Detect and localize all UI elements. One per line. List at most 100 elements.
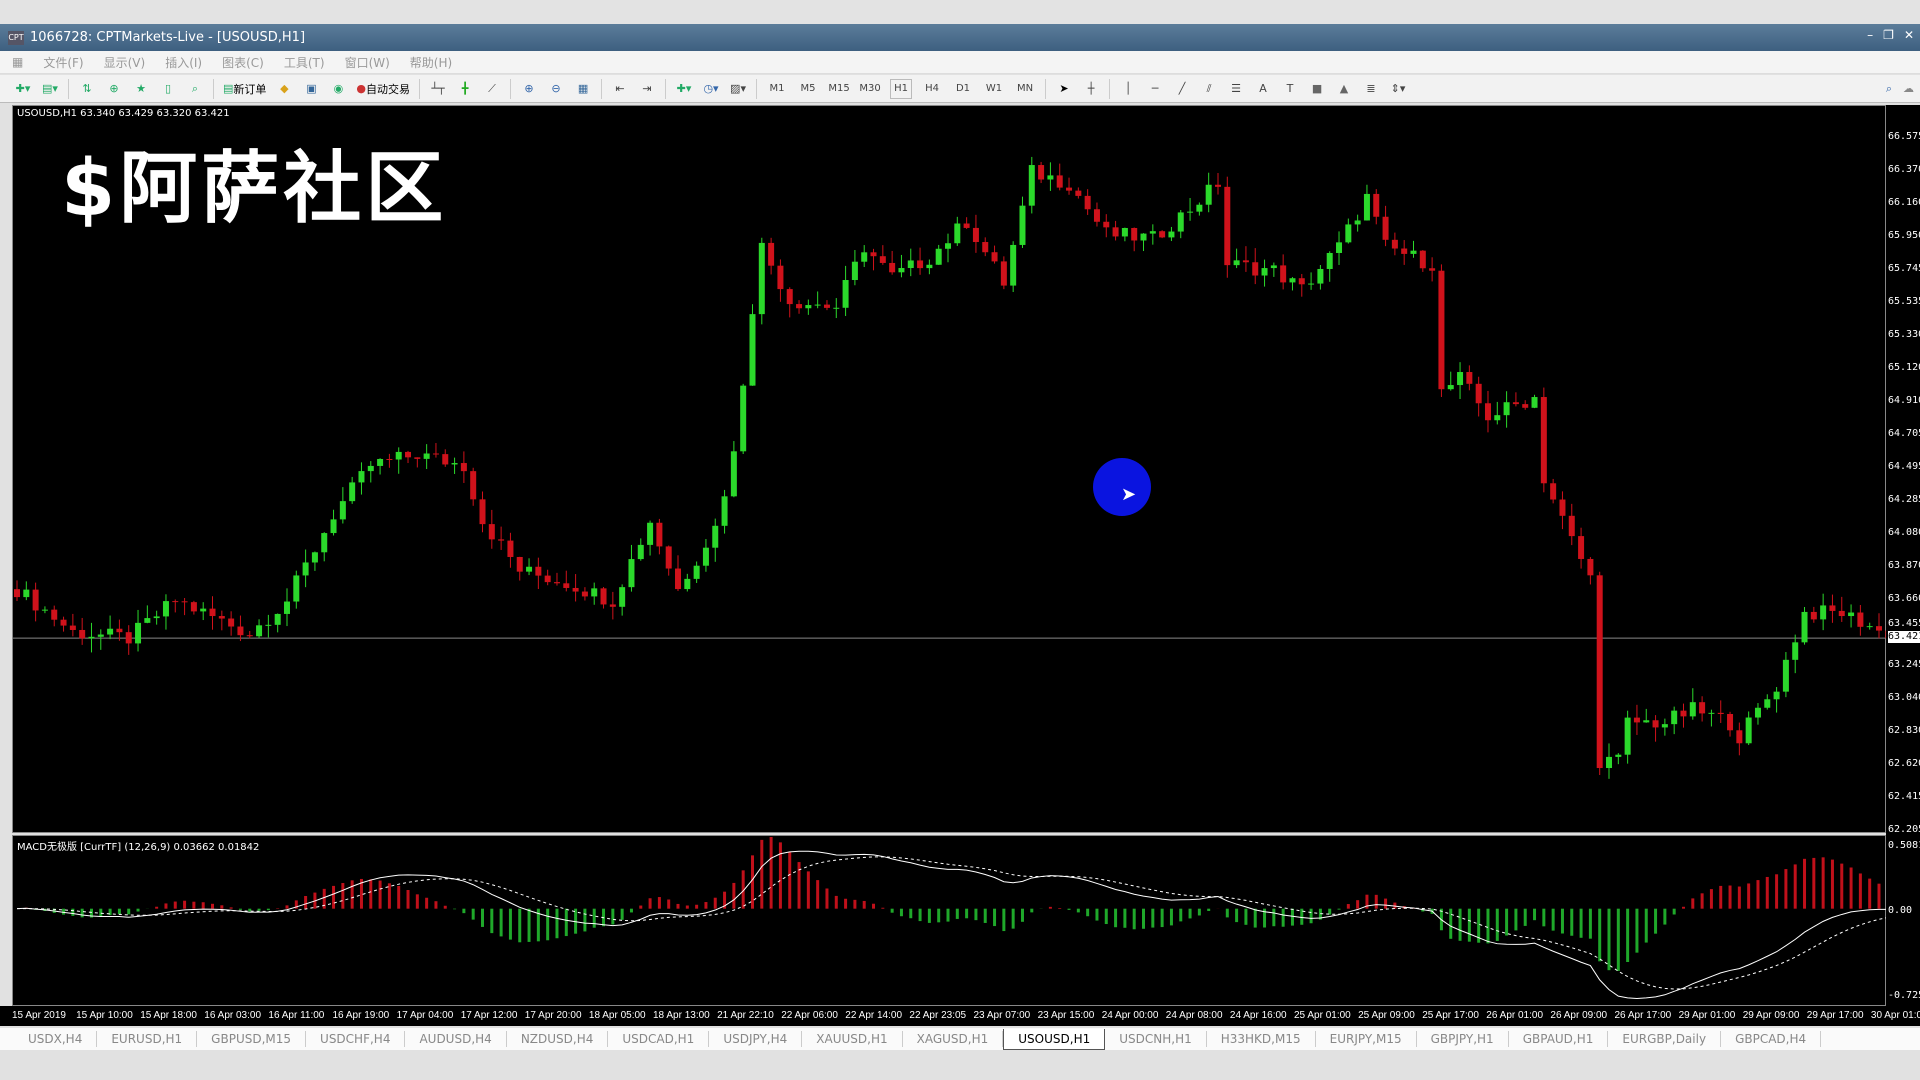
- chart-tab[interactable]: EURGBP,Daily: [1608, 1031, 1722, 1047]
- time-tick-label: 30 Apr 01:00: [1870, 1010, 1920, 1021]
- price-tick-label: 65.950: [1888, 230, 1920, 242]
- arrows-icon[interactable]: ⇕▾: [1390, 82, 1406, 95]
- menu-app-icon[interactable]: ▦: [12, 55, 24, 69]
- chart-tab[interactable]: XAGUSD,H1: [903, 1031, 1004, 1047]
- chart-tab[interactable]: USOUSD,H1: [1003, 1028, 1106, 1050]
- timeframe-h1[interactable]: H1: [890, 78, 913, 99]
- time-tick-label: 26 Apr 01:00: [1486, 1010, 1544, 1021]
- chart-tab[interactable]: USDCAD,H1: [608, 1031, 710, 1047]
- candle-body: [628, 559, 635, 588]
- time-tick-label: 23 Apr 07:00: [973, 1010, 1031, 1021]
- menu-window[interactable]: 窗口(W): [344, 55, 390, 70]
- candle-body: [1131, 227, 1138, 241]
- close-button[interactable]: ✕: [1903, 28, 1914, 42]
- navigator-icon[interactable]: ★: [136, 82, 146, 95]
- zoom-in-icon[interactable]: ⊕: [524, 82, 534, 95]
- candlestick-icon[interactable]: ╋: [461, 82, 469, 95]
- chart-tab[interactable]: USDCNH,H1: [1105, 1031, 1207, 1047]
- metaeditor-icon[interactable]: ◆: [280, 82, 289, 95]
- watermark-logo: $阿萨社区: [61, 144, 448, 234]
- chart-tab[interactable]: USDJPY,H4: [709, 1031, 803, 1047]
- time-tick-label: 29 Apr 01:00: [1678, 1010, 1736, 1021]
- auto-trading-button[interactable]: ● 自动交易: [356, 82, 411, 96]
- timeframe-m30[interactable]: M30: [859, 83, 881, 94]
- price-chart[interactable]: USOUSD,H1 63.340 63.429 63.320 63.421 $阿…: [12, 105, 1887, 833]
- new-order-button[interactable]: ▤ 新订单: [223, 82, 267, 96]
- candle-body: [712, 525, 719, 548]
- chart-tab[interactable]: GBPJPY,H1: [1417, 1031, 1509, 1047]
- chart-shift-icon[interactable]: ⇥: [642, 82, 652, 95]
- text-label-icon[interactable]: T: [1286, 82, 1294, 95]
- market-icon[interactable]: ◉: [333, 82, 344, 95]
- chat-icon[interactable]: ☁: [1903, 82, 1914, 95]
- cursor-arrow-icon: ➤: [1121, 484, 1137, 505]
- chart-tab[interactable]: H33HKD,M15: [1207, 1031, 1316, 1047]
- crosshair-icon[interactable]: ┼: [1087, 82, 1095, 95]
- tile-windows-icon[interactable]: ▦: [577, 82, 589, 95]
- vertical-line-icon[interactable]: │: [1124, 82, 1132, 95]
- separator: [1109, 78, 1111, 99]
- macd-pane[interactable]: MACD无极版 [CurrTF] (12,26,9) 0.03662 0.018…: [12, 835, 1887, 1006]
- candles-layer: [13, 156, 1887, 779]
- candle-body: [935, 248, 942, 265]
- chart-tab[interactable]: USDX,H4: [14, 1031, 98, 1047]
- chart-tab[interactable]: NZDUSD,H4: [507, 1031, 609, 1047]
- chart-tab[interactable]: XAUUSD,H1: [802, 1031, 903, 1047]
- new-chart-icon[interactable]: ✚▾: [15, 82, 31, 95]
- menu-charts[interactable]: 图表(C): [222, 55, 264, 70]
- terminal-icon[interactable]: ▯: [164, 82, 172, 95]
- cursor-icon[interactable]: ➤: [1059, 82, 1069, 95]
- timeframe-mn[interactable]: MN: [1016, 83, 1034, 94]
- time-tick-label: 18 Apr 13:00: [653, 1010, 710, 1021]
- minimize-button[interactable]: –: [1867, 28, 1874, 42]
- candle-body: [1717, 712, 1724, 714]
- chart-tab[interactable]: GBPAUD,H1: [1509, 1031, 1609, 1047]
- fibo-fan-icon[interactable]: ≣: [1366, 82, 1376, 95]
- strategy-tester-icon[interactable]: ⌕: [191, 81, 199, 95]
- timeframe-m15[interactable]: M15: [828, 83, 850, 94]
- candle-body: [181, 601, 188, 603]
- chart-tab[interactable]: USDCHF,H4: [306, 1031, 406, 1047]
- time-tick-label: 23 Apr 15:00: [1037, 1010, 1095, 1021]
- chart-tab[interactable]: AUDUSD,H4: [405, 1031, 507, 1047]
- menu-help[interactable]: 帮助(H): [409, 55, 453, 70]
- candle-body: [1503, 402, 1510, 416]
- candle-body: [1363, 193, 1370, 221]
- menu-file[interactable]: 文件(F): [43, 55, 84, 70]
- timeframe-h4[interactable]: H4: [925, 83, 939, 94]
- fibonacci-icon[interactable]: ☰: [1231, 82, 1241, 95]
- autoscroll-icon[interactable]: ⇤: [615, 82, 625, 95]
- chart-tab[interactable]: EURUSD,H1: [97, 1031, 198, 1047]
- search-icon[interactable]: ⌕: [1885, 81, 1892, 95]
- timeframe-m1[interactable]: M1: [769, 83, 785, 94]
- chart-tab[interactable]: GBPUSD,M15: [197, 1031, 307, 1047]
- triangle-icon[interactable]: ▲: [1339, 82, 1349, 95]
- menu-insert[interactable]: 插入(I): [165, 55, 203, 70]
- chart-tab[interactable]: GBPCAD,H4: [1721, 1031, 1822, 1047]
- data-window-icon[interactable]: ⊕: [109, 82, 119, 95]
- price-tick-label: 63.455: [1888, 618, 1920, 631]
- menu-view[interactable]: 显示(V): [103, 55, 146, 70]
- timeframe-m5[interactable]: M5: [800, 83, 816, 94]
- indicators-icon[interactable]: ✚▾: [676, 82, 692, 95]
- candle-body: [162, 601, 169, 617]
- templates-icon[interactable]: ▨▾: [730, 82, 746, 95]
- timeframe-w1[interactable]: W1: [985, 83, 1003, 94]
- rectangle-icon[interactable]: ■: [1311, 82, 1323, 95]
- line-chart-icon[interactable]: ⟋: [488, 81, 496, 95]
- text-icon[interactable]: A: [1259, 82, 1267, 95]
- signals-icon[interactable]: ▣: [306, 82, 317, 95]
- zoom-out-icon[interactable]: ⊖: [551, 82, 561, 95]
- horizontal-line-icon[interactable]: ─: [1151, 82, 1159, 95]
- trendline-icon[interactable]: ╱: [1178, 82, 1186, 95]
- equidistant-channel-icon[interactable]: ⫽: [1206, 81, 1212, 95]
- time-tick-label: 15 Apr 10:00: [76, 1010, 133, 1021]
- maximize-button[interactable]: ❐: [1883, 28, 1894, 42]
- chart-tab[interactable]: EURJPY,M15: [1316, 1031, 1417, 1047]
- profiles-icon[interactable]: ▤▾: [42, 82, 58, 95]
- periods-icon[interactable]: ◷▾: [703, 82, 719, 95]
- timeframe-d1[interactable]: D1: [955, 83, 971, 94]
- menu-tools[interactable]: 工具(T): [283, 55, 325, 70]
- bar-chart-icon[interactable]: ┴┬: [431, 82, 445, 95]
- market-watch-icon[interactable]: ⇅: [82, 82, 92, 95]
